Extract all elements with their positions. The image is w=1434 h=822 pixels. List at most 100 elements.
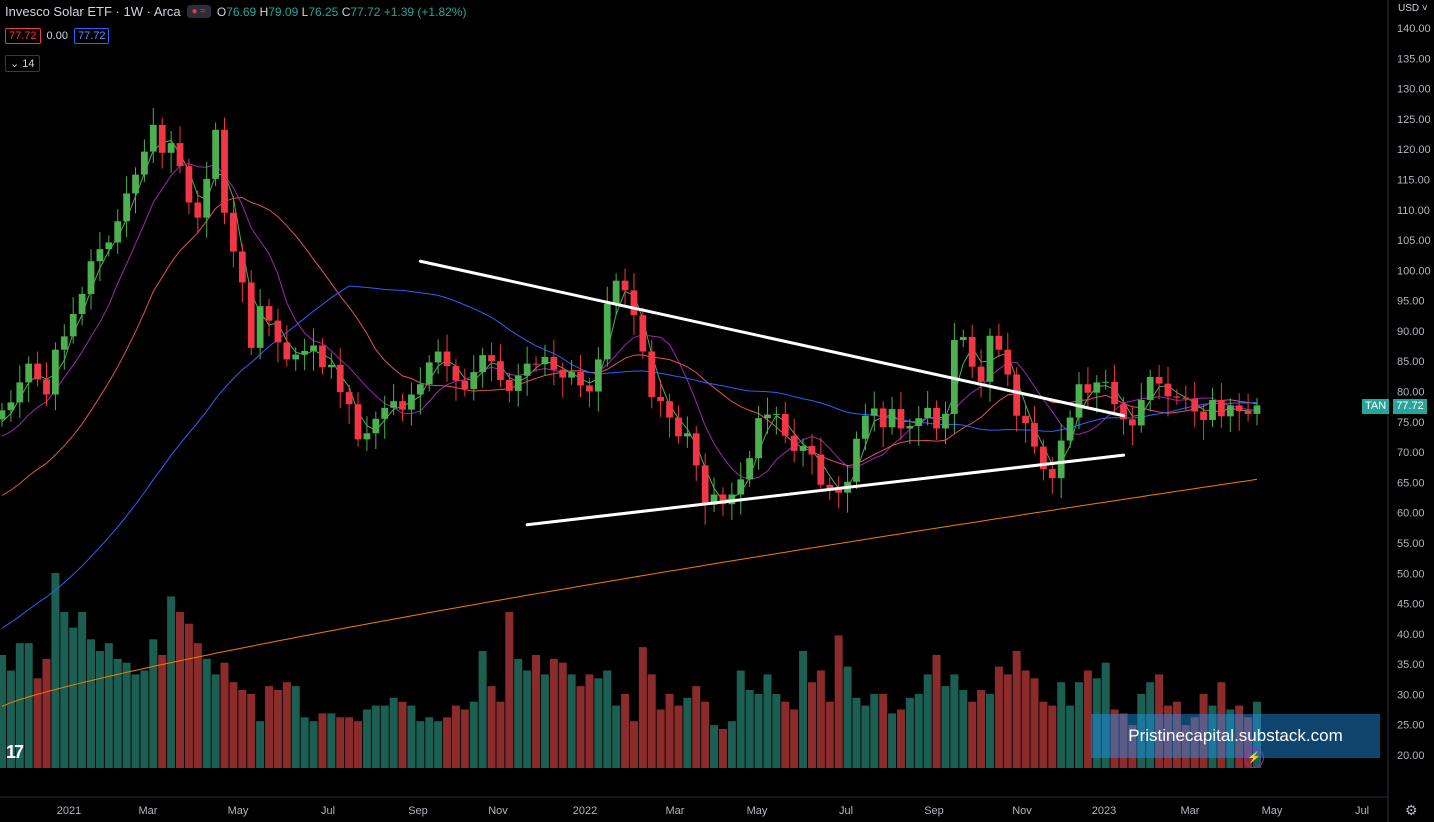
time-tick-label: Nov — [1012, 805, 1032, 817]
candle — [390, 384, 398, 416]
candle — [292, 347, 300, 371]
volume-bar — [33, 678, 42, 768]
candle — [7, 390, 15, 422]
volume-bar — [558, 662, 567, 768]
volume-bar — [300, 717, 309, 768]
volume-bar — [888, 713, 897, 768]
price-tick-label: 45.00 — [1397, 599, 1425, 611]
volume-bar — [567, 674, 576, 768]
candle — [399, 393, 406, 422]
candle-body — [479, 355, 487, 373]
candle — [861, 403, 869, 451]
volume-bar — [1092, 678, 1101, 768]
volume-bar — [1066, 705, 1075, 768]
indicator-right-value[interactable]: 77.72 — [73, 28, 110, 44]
price-tick-label: 35.00 — [1397, 659, 1425, 671]
volume-bar — [1190, 717, 1199, 768]
candle — [132, 167, 139, 214]
candle — [1146, 369, 1154, 412]
candle-body — [523, 363, 531, 376]
candle — [648, 339, 656, 409]
volume-bar — [87, 639, 96, 768]
price-tick-label: 95.00 — [1397, 296, 1425, 308]
volume-bar — [460, 709, 469, 768]
time-tick-label: May — [1262, 805, 1283, 817]
volume-bar — [443, 717, 452, 768]
price-tick-label: 70.00 — [1397, 447, 1425, 459]
candle — [52, 342, 59, 411]
candle — [879, 401, 887, 448]
candle-body — [1191, 398, 1199, 412]
volume-bar — [193, 643, 202, 768]
candle-body — [630, 290, 638, 316]
volume-bar — [985, 693, 994, 768]
volume-bar — [852, 697, 861, 768]
candle — [461, 368, 469, 397]
candle — [568, 359, 576, 385]
candle — [443, 334, 451, 382]
candle — [1137, 383, 1145, 433]
candle — [1102, 369, 1110, 390]
candle-body — [87, 261, 95, 294]
candle-body — [310, 345, 317, 351]
candle — [532, 356, 540, 372]
volume-bar — [1030, 678, 1039, 768]
candle-body — [1120, 404, 1127, 420]
price-tick-label: 75.00 — [1397, 417, 1425, 429]
candle-body — [319, 345, 326, 368]
volume-bar — [647, 674, 656, 768]
price-tick-label: 20.00 — [1397, 750, 1425, 762]
candle — [639, 307, 647, 359]
volume-bar — [923, 674, 932, 768]
volume-bar — [336, 717, 345, 768]
volume-bar — [594, 678, 603, 768]
candle — [372, 411, 380, 450]
candle-body — [247, 282, 255, 348]
volume-bar — [1199, 693, 1208, 768]
low-value: 76.25 — [308, 4, 339, 19]
candle — [16, 365, 24, 419]
compare-icon[interactable]: ● ≈ — [186, 5, 211, 18]
volume-bar — [273, 690, 282, 768]
candle-body — [301, 350, 309, 355]
volume-bar — [60, 612, 69, 768]
candle-body — [888, 409, 896, 428]
candle-body — [1102, 381, 1110, 383]
candle — [621, 268, 629, 307]
volume-bar — [656, 709, 665, 768]
gear-icon[interactable]: ⚙ — [1405, 802, 1418, 818]
volume-bar — [603, 670, 612, 768]
volume-bar — [1039, 701, 1048, 768]
candle — [1235, 393, 1243, 431]
candle-body — [808, 446, 816, 455]
currency-selector[interactable]: USD ˅ — [1398, 3, 1428, 14]
candle-body — [1137, 399, 1145, 426]
candle — [230, 195, 237, 268]
symbol-title[interactable]: Invesco Solar ETF · 1W · Arca — [5, 4, 181, 19]
candle-body — [772, 413, 780, 415]
candle-body — [336, 364, 344, 393]
price-tick-label: 135.00 — [1397, 53, 1431, 65]
candle — [746, 450, 754, 487]
candle — [434, 339, 442, 374]
candle — [1173, 389, 1181, 405]
indicator-left-value[interactable]: 77.72 — [5, 28, 41, 44]
candle — [1084, 367, 1092, 409]
volume-bar — [122, 662, 131, 768]
tradingview-logo[interactable]: 17 — [6, 742, 24, 762]
volume-bar — [816, 670, 825, 768]
indicator-length-toggle[interactable]: ⌄ 14 — [5, 55, 40, 72]
volume-bar — [1155, 674, 1164, 768]
candle — [265, 298, 273, 337]
lightning-icon[interactable]: ⚡ — [1244, 748, 1264, 768]
candle-body — [1129, 419, 1136, 426]
candle-body — [612, 280, 620, 304]
volume-bar — [540, 674, 549, 768]
candle-body — [817, 454, 825, 485]
volume-bar — [229, 682, 238, 768]
price-tick-label: 40.00 — [1397, 629, 1425, 641]
volume-bar — [371, 705, 380, 768]
candle — [301, 338, 309, 371]
candle — [203, 161, 211, 238]
